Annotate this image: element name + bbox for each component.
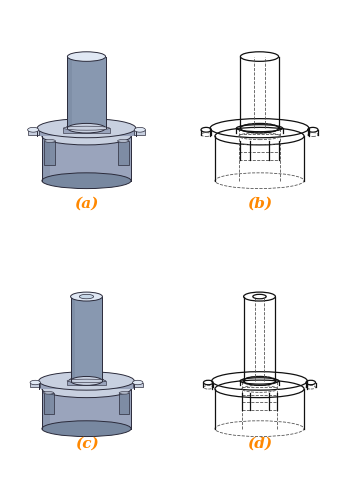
Ellipse shape <box>37 118 136 138</box>
Ellipse shape <box>67 124 106 133</box>
Ellipse shape <box>39 372 134 390</box>
Ellipse shape <box>42 128 131 145</box>
Polygon shape <box>134 130 145 134</box>
Ellipse shape <box>44 392 54 394</box>
Ellipse shape <box>42 380 131 398</box>
Polygon shape <box>42 136 50 180</box>
Ellipse shape <box>71 376 102 386</box>
Polygon shape <box>39 381 134 389</box>
Ellipse shape <box>30 380 40 384</box>
Polygon shape <box>119 393 129 413</box>
Ellipse shape <box>69 376 104 386</box>
Ellipse shape <box>44 140 55 142</box>
Polygon shape <box>67 56 72 128</box>
Polygon shape <box>63 128 110 133</box>
Ellipse shape <box>67 379 106 382</box>
Ellipse shape <box>119 392 129 394</box>
Polygon shape <box>42 389 50 428</box>
Ellipse shape <box>67 52 106 62</box>
Polygon shape <box>118 141 129 165</box>
Polygon shape <box>44 141 55 165</box>
Polygon shape <box>28 130 39 134</box>
Ellipse shape <box>71 292 102 301</box>
Ellipse shape <box>118 140 129 142</box>
Ellipse shape <box>42 173 131 188</box>
Polygon shape <box>37 128 136 136</box>
Ellipse shape <box>133 380 143 384</box>
Polygon shape <box>67 56 106 128</box>
Ellipse shape <box>63 126 110 130</box>
Text: (b): (b) <box>247 197 272 211</box>
Polygon shape <box>42 389 131 428</box>
Text: (c): (c) <box>75 437 98 451</box>
Polygon shape <box>71 296 75 381</box>
Ellipse shape <box>134 128 145 132</box>
Ellipse shape <box>66 124 107 133</box>
Ellipse shape <box>42 421 131 436</box>
Ellipse shape <box>28 128 39 132</box>
Text: (d): (d) <box>247 437 272 451</box>
Polygon shape <box>30 382 40 388</box>
Polygon shape <box>44 393 54 413</box>
Polygon shape <box>133 382 143 388</box>
Text: (a): (a) <box>74 197 99 211</box>
Polygon shape <box>71 296 102 381</box>
Polygon shape <box>42 136 131 180</box>
Ellipse shape <box>79 294 94 299</box>
Polygon shape <box>67 381 106 386</box>
